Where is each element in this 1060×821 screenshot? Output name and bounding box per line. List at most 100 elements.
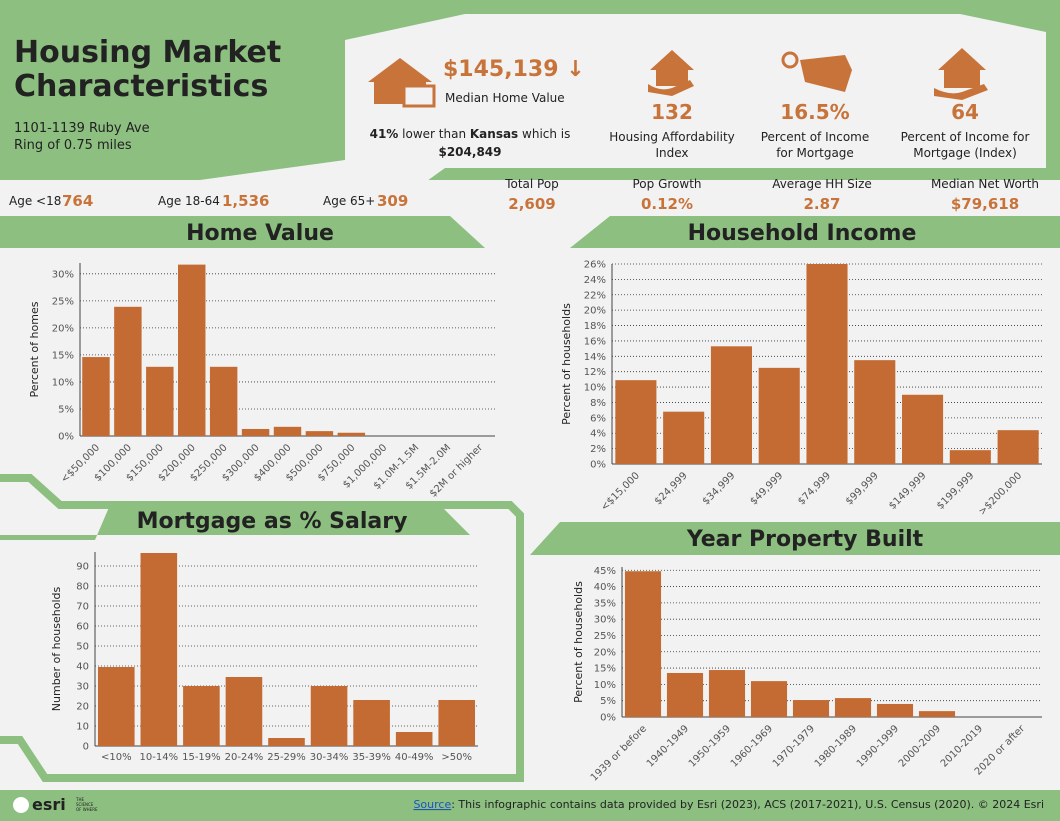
bar (438, 700, 476, 746)
y-axis-title: Percent of households (560, 303, 573, 425)
trend-arrow: ↓ (566, 57, 584, 82)
y-tick-label: 0% (58, 432, 74, 443)
bar (209, 366, 238, 436)
bar (902, 394, 944, 464)
bar (183, 686, 220, 746)
tagline: THE (75, 797, 84, 802)
x-tick-label: 1980-1989 (813, 723, 859, 769)
stats-row (0, 186, 1060, 216)
x-tick-label: 25-29% (267, 752, 306, 763)
indicator-label: Mortgage (Index) (913, 146, 1017, 160)
bar (273, 426, 302, 436)
bar (997, 430, 1039, 464)
y-tick-label: 25% (52, 296, 74, 307)
y-tick-label: 20 (76, 702, 89, 713)
section-band (0, 216, 485, 248)
y-tick-label: 0 (83, 742, 89, 753)
value: $145,139 (443, 57, 559, 82)
summary-value: $79,618 (951, 195, 1019, 213)
title: Housing Market (14, 35, 281, 70)
x-tick-label: 10-14% (140, 752, 179, 763)
section-band (570, 216, 1060, 248)
indicator-label: Percent of Income (761, 130, 870, 144)
bar (337, 432, 366, 436)
bar (97, 667, 135, 746)
y-tick-label: 30 (76, 682, 89, 693)
y-tick-label: 18% (584, 321, 606, 332)
house-hand-icon (934, 48, 988, 100)
median-home-value: $145,139 ↓ (443, 57, 585, 82)
y-tick-label: 40 (76, 662, 89, 673)
age-label: Age 18-64 (158, 194, 220, 208)
x-tick-label: 15-19% (182, 752, 221, 763)
x-tick-label: 20-24% (225, 752, 264, 763)
y-tick-label: 25% (594, 631, 616, 642)
header-wedge (200, 160, 345, 186)
esri-logo: esri (32, 795, 66, 814)
bar (708, 670, 746, 717)
y-tick-label: 5% (600, 696, 616, 707)
esri-globe (13, 797, 29, 813)
section-band (0, 505, 470, 540)
source-text: : This infographic contains data provide… (451, 798, 1044, 811)
chart-title: Home Value (186, 221, 334, 246)
y-axis-title: Percent of households (572, 581, 585, 703)
bar (663, 411, 705, 464)
x-tick-label: $49,999 (748, 470, 785, 507)
bar (225, 677, 263, 746)
summary-value: 2,609 (508, 195, 555, 213)
x-tick-label: 1960-1969 (729, 723, 775, 769)
title: Characteristics (14, 69, 268, 104)
y-tick-label: 24% (584, 275, 606, 286)
y-tick-label: 16% (584, 336, 606, 347)
section-band (530, 522, 1060, 555)
bar (140, 553, 178, 746)
bar (710, 346, 752, 464)
indicator-value: 64 (951, 100, 979, 124)
percent: 41% (370, 127, 399, 141)
x-tick-label: 1940-1949 (645, 723, 691, 769)
bar (82, 357, 110, 436)
bar (854, 360, 896, 464)
age-value: 309 (377, 192, 408, 210)
x-tick-label: $34,999 (701, 470, 738, 507)
x-tick-label: $24,999 (653, 470, 690, 507)
y-tick-label: 12% (584, 367, 606, 378)
indicator-label: Housing Affordability (609, 130, 735, 144)
tagline: SCIENCE (76, 802, 94, 807)
header-panel (345, 14, 1046, 186)
bar (876, 703, 914, 717)
bar (310, 686, 348, 746)
summary-value: 0.12% (641, 195, 693, 213)
x-tick-label: $99,999 (844, 470, 881, 507)
x-tick-label: 30-34% (310, 752, 349, 763)
bar (758, 367, 800, 464)
y-tick-label: 10% (52, 377, 74, 388)
y-tick-label: 20% (584, 306, 606, 317)
summary-value: 2.87 (803, 195, 840, 213)
bar (305, 431, 334, 436)
source-link[interactable]: Source (413, 798, 451, 811)
bar (792, 700, 830, 717)
median-home-value-label: Median Home Value (445, 91, 565, 105)
bar (353, 700, 390, 746)
summary-label: Pop Growth (632, 177, 701, 191)
y-tick-label: 40% (594, 582, 616, 593)
y-tick-label: 60 (76, 622, 89, 633)
age-value: 1,536 (222, 192, 269, 210)
bar (918, 711, 956, 717)
age-label: Age <18 (9, 194, 61, 208)
bar (949, 450, 991, 464)
bar (178, 264, 206, 436)
bar (615, 380, 657, 464)
summary-label: Total Pop (504, 177, 559, 191)
x-tick-label: $74,999 (796, 470, 833, 507)
x-tick-label: >$200,000 (977, 470, 1024, 517)
source: Source: This infographic contains data p… (413, 798, 1044, 811)
y-tick-label: 80 (76, 582, 89, 593)
house-icon (368, 58, 436, 108)
section-frame (0, 474, 524, 782)
y-tick-label: 0% (590, 460, 606, 471)
ring: Ring of 0.75 miles (14, 138, 132, 153)
